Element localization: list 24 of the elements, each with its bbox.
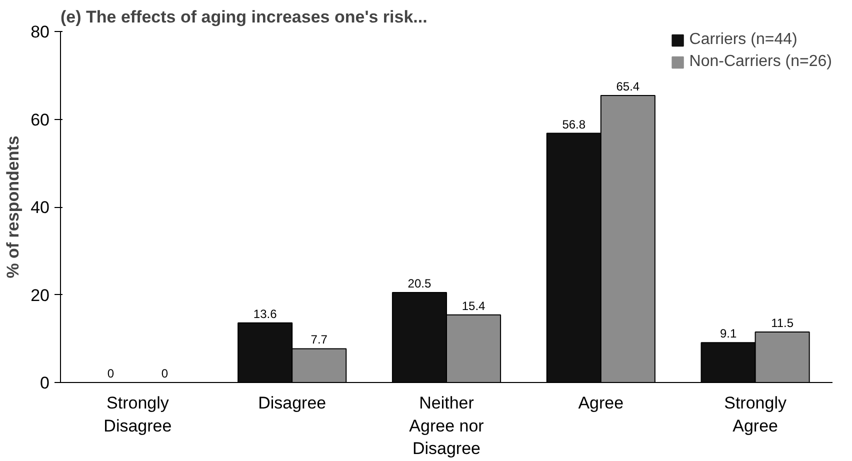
- data-label: 13.6: [253, 306, 278, 321]
- data-label: 9.1: [720, 326, 737, 341]
- y-tick-label: 40: [30, 198, 50, 217]
- y-tick-label: 80: [30, 22, 50, 42]
- y-tick-label: 60: [30, 110, 50, 130]
- x-tick-label: Agree: [578, 394, 624, 412]
- data-label: 11.5: [771, 316, 794, 330]
- data-label: 56.8: [562, 117, 586, 132]
- x-tick-label: Strongly Agree: [724, 394, 787, 436]
- legend-label: Non-Carriers (n=26): [689, 53, 832, 71]
- data-label: 0: [161, 366, 168, 380]
- x-tick-label: Neither Agree nor Disagree: [409, 394, 484, 458]
- y-tick-label: 20: [30, 286, 50, 305]
- legend-label: Carriers (n=44): [689, 31, 798, 49]
- data-label: 0: [107, 366, 114, 380]
- data-label: 20.5: [408, 276, 432, 291]
- data-label: 15.4: [462, 298, 486, 313]
- x-tick-label: Strongly Disagree: [104, 394, 172, 436]
- x-tick-label: Disagree: [258, 394, 326, 412]
- y-tick-label: 0: [40, 374, 50, 392]
- y-axis-title: % of respondents: [4, 136, 23, 278]
- data-label: 65.4: [616, 80, 640, 94]
- data-label: 7.7: [310, 332, 328, 347]
- chart-title: (e) The effects of aging increases one's risk...: [60, 8, 428, 26]
